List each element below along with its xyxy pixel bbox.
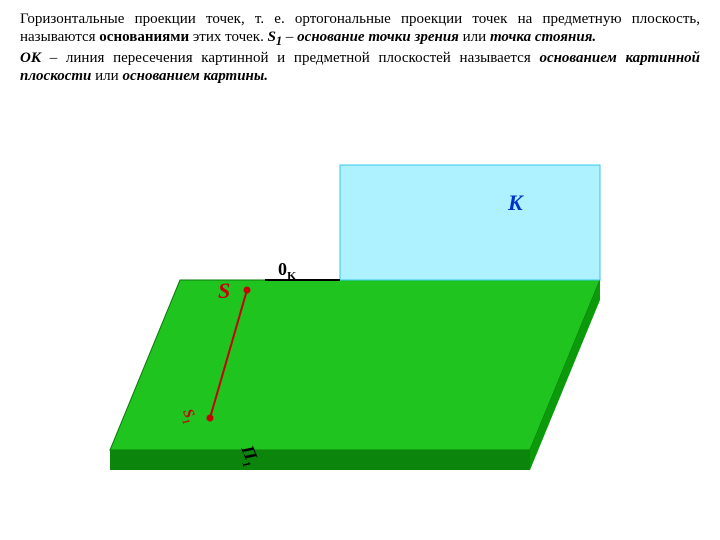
- txt: – линия пересечения картинной и предметн…: [41, 50, 539, 66]
- picture-plane: [340, 165, 600, 280]
- txt: или: [459, 29, 490, 45]
- perspective-diagram: S K 0K S1 П1: [100, 160, 620, 520]
- txt: этих точек.: [189, 29, 267, 45]
- txt-bold: основание точки зрения: [297, 29, 459, 45]
- point-s: [244, 287, 251, 294]
- txt-bold: ОК: [20, 50, 41, 66]
- label-k: K: [508, 190, 523, 216]
- txt: или: [91, 68, 122, 84]
- txt-bold: основанием картины.: [122, 68, 268, 84]
- diagram-svg: [100, 160, 620, 520]
- label-ok-0: 0: [278, 259, 287, 279]
- sym-S1: S1: [268, 29, 283, 45]
- paragraph: Горизонтальные проекции точек, т. е. орт…: [20, 10, 700, 85]
- label-ok-sub: K: [287, 269, 296, 283]
- label-s: S: [218, 278, 230, 304]
- txt: –: [282, 29, 297, 45]
- txt-bold: основаниями: [99, 29, 189, 45]
- txt-bold: точка стояния.: [490, 29, 596, 45]
- ground-plane-front: [110, 450, 530, 470]
- point-s1: [207, 415, 214, 422]
- label-ok: 0K: [278, 259, 296, 284]
